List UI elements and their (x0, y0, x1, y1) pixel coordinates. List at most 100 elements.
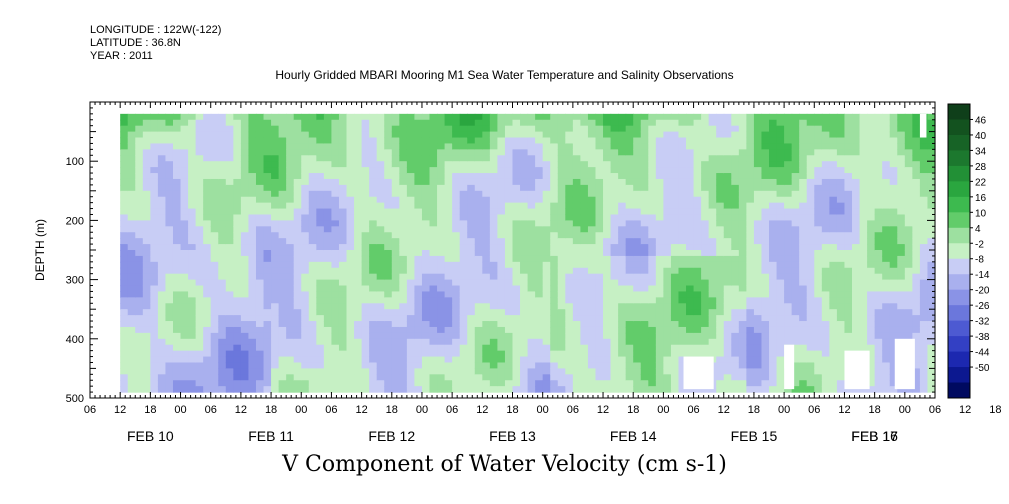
heatmap-cell (346, 167, 355, 174)
heatmap-cell (218, 332, 227, 340)
heatmap-cell (331, 273, 340, 281)
heatmap-cell (391, 161, 400, 168)
heatmap-cell (746, 137, 755, 145)
heatmap-cell (497, 238, 506, 245)
heatmap-cell (610, 113, 619, 121)
heatmap-cell (572, 297, 581, 304)
heatmap-cell (640, 350, 649, 358)
heatmap-cell (701, 149, 710, 156)
heatmap-cell (520, 321, 529, 328)
heatmap-cell (753, 238, 763, 245)
heatmap-cell (172, 255, 182, 263)
heatmap-cell (240, 226, 250, 233)
heatmap-cell (452, 297, 461, 304)
heatmap-cell (844, 309, 853, 316)
heatmap-cell (580, 214, 589, 221)
heatmap-cell (731, 350, 740, 358)
heatmap-cell (271, 273, 280, 281)
heatmap-cell (474, 261, 483, 269)
heatmap-cell (437, 297, 446, 304)
heatmap-cell (354, 303, 363, 310)
heatmap-cell (821, 350, 830, 358)
heatmap-cell (746, 380, 755, 387)
heatmap-cell (852, 244, 861, 251)
heatmap-cell (150, 226, 159, 233)
heatmap-cell (912, 149, 921, 156)
heatmap-cell (535, 214, 544, 221)
heatmap-cell (648, 303, 657, 310)
heatmap-cell (723, 238, 732, 245)
heatmap-cell (550, 244, 559, 251)
heatmap-cell (210, 250, 219, 257)
heatmap-cell (165, 119, 174, 127)
heatmap-cell (218, 178, 227, 186)
heatmap-cell (829, 161, 838, 168)
heatmap-cell (814, 131, 823, 139)
heatmap-cell (753, 285, 763, 293)
heatmap-cell (165, 178, 174, 186)
heatmap-cell (316, 255, 325, 263)
heatmap-cell (542, 362, 551, 369)
heatmap-cell (753, 279, 763, 287)
heatmap-cell (919, 155, 929, 162)
heatmap-cell (821, 326, 830, 334)
heatmap-cell (225, 173, 234, 180)
heatmap-cell (188, 386, 197, 393)
heatmap-cell (331, 131, 340, 139)
heatmap-cell (776, 374, 785, 381)
heatmap-cell (829, 232, 838, 239)
heatmap-cell (587, 356, 597, 364)
heatmap-cell (882, 190, 891, 198)
heatmap-cell (346, 184, 355, 192)
heatmap-cell (180, 297, 189, 304)
heatmap-cell (814, 196, 823, 204)
heatmap-cell (142, 202, 151, 210)
heatmap-cell (361, 350, 370, 358)
heatmap-cell (286, 326, 295, 334)
heatmap-cell (316, 338, 325, 346)
heatmap-cell (769, 184, 778, 192)
heatmap-cell (806, 297, 815, 304)
heatmap-cell (708, 113, 717, 121)
heatmap-cell (474, 184, 483, 192)
heatmap-cell (293, 273, 302, 281)
heatmap-cell (723, 149, 732, 156)
heatmap-cell (814, 220, 823, 227)
heatmap-cell (829, 214, 838, 221)
heatmap-cell (361, 386, 370, 393)
heatmap-cell (346, 214, 355, 221)
heatmap-cell (399, 238, 408, 245)
heatmap-cell (716, 368, 725, 375)
heatmap-cell (233, 125, 242, 133)
heatmap-cell (806, 119, 815, 127)
heatmap-cell (648, 178, 657, 186)
heatmap-cell (384, 250, 393, 257)
heatmap-cell (814, 167, 823, 174)
heatmap-cell (738, 149, 747, 156)
heatmap-cell (769, 267, 778, 275)
heatmap-cell (150, 380, 159, 387)
heatmap-cell (799, 315, 808, 322)
heatmap-cell (429, 309, 438, 316)
heatmap-cell (867, 267, 876, 275)
heatmap-cell (572, 285, 581, 293)
heatmap-cell (889, 220, 898, 227)
heatmap-cell (180, 368, 189, 375)
heatmap-cell (429, 184, 438, 192)
heatmap-cell (746, 285, 755, 293)
heatmap-cell (459, 238, 468, 245)
heatmap-cell (572, 344, 581, 352)
heatmap-cell (271, 285, 280, 293)
heatmap-cell (859, 344, 868, 352)
heatmap-cell (844, 297, 853, 304)
heatmap-cell (882, 344, 891, 352)
heatmap-cell (753, 273, 763, 281)
heatmap-cell (308, 261, 317, 269)
heatmap-cell (512, 196, 521, 204)
heatmap-cell (218, 202, 227, 210)
heatmap-cell (670, 261, 680, 269)
heatmap-cell (723, 178, 732, 186)
heatmap-cell (852, 386, 861, 393)
heatmap-cell (761, 137, 770, 145)
heatmap-cell (414, 161, 423, 168)
